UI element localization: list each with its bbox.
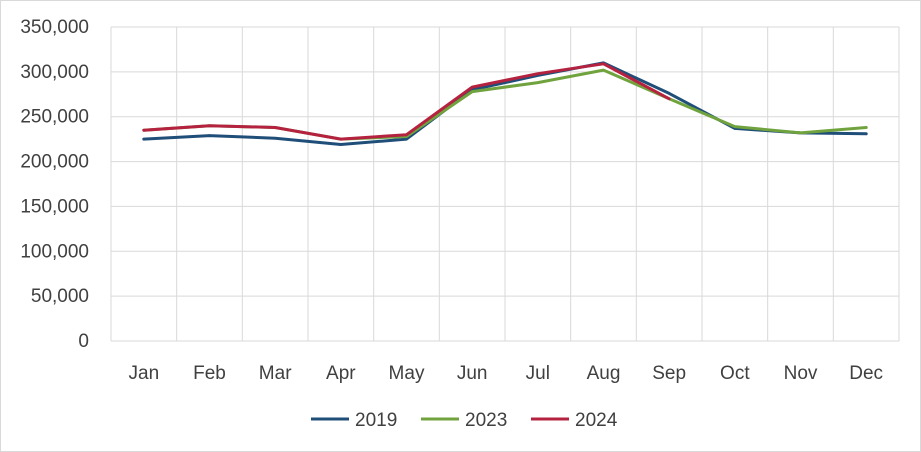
y-tick-label: 350,000 <box>20 17 89 38</box>
x-tick-label: Dec <box>849 363 883 384</box>
x-tick-label: May <box>389 363 425 384</box>
x-tick-label: Jan <box>129 363 160 384</box>
x-tick-label: Apr <box>326 363 356 384</box>
x-tick-label: Nov <box>784 363 818 384</box>
gridlines <box>110 26 900 342</box>
x-tick-label: Sep <box>652 363 686 384</box>
legend-label-2019: 2019 <box>355 410 397 431</box>
x-tick-label: Jul <box>526 363 550 384</box>
y-tick-label: 150,000 <box>20 196 89 217</box>
y-tick-label: 50,000 <box>31 286 89 307</box>
x-tick-label: Oct <box>720 363 750 384</box>
y-tick-label: 200,000 <box>20 152 89 173</box>
y-tick-label: 300,000 <box>20 62 89 83</box>
series-lines <box>142 61 868 146</box>
y-tick-label: 250,000 <box>20 107 89 128</box>
x-tick-label: Aug <box>587 363 621 384</box>
y-tick-label: 100,000 <box>20 241 89 262</box>
x-tick-label: Mar <box>259 363 292 384</box>
x-tick-label: Feb <box>193 363 226 384</box>
legend-label-2023: 2023 <box>465 410 507 431</box>
x-tick-label: Jun <box>457 363 488 384</box>
series-line-2024 <box>142 62 671 141</box>
y-axis-tick-labels: 0 50,000 100,000 150,000 200,000 250,000 300,0… <box>20 17 89 352</box>
legend: 2019 2023 2024 <box>311 410 618 431</box>
y-tick-label: 0 <box>78 331 89 352</box>
x-axis-tick-labels: Jan Feb Mar Apr May Jun Jul Aug Sep Oct Nov Dec <box>129 363 884 384</box>
legend-label-2024: 2024 <box>575 410 618 431</box>
